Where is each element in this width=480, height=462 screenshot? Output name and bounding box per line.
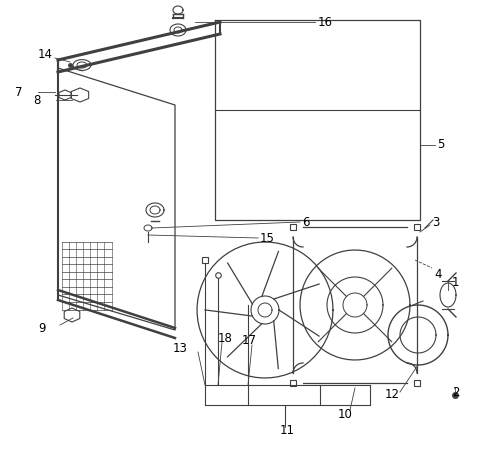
Text: 14: 14 bbox=[38, 49, 53, 61]
Text: 15: 15 bbox=[260, 231, 275, 244]
Text: 1: 1 bbox=[452, 275, 459, 288]
Text: 3: 3 bbox=[432, 215, 439, 229]
Text: 12: 12 bbox=[385, 389, 400, 401]
Text: 18: 18 bbox=[218, 332, 233, 345]
Text: 9: 9 bbox=[38, 322, 46, 334]
Text: 5: 5 bbox=[437, 139, 444, 152]
Text: 17: 17 bbox=[242, 334, 257, 346]
Text: 4: 4 bbox=[434, 268, 442, 281]
Text: 7: 7 bbox=[15, 85, 23, 98]
Text: 2: 2 bbox=[452, 385, 459, 399]
Text: 13: 13 bbox=[173, 341, 188, 354]
Text: 6: 6 bbox=[302, 215, 310, 229]
Text: 10: 10 bbox=[338, 408, 353, 421]
Text: 8: 8 bbox=[33, 93, 40, 107]
Text: 16: 16 bbox=[318, 16, 333, 29]
Text: 11: 11 bbox=[280, 424, 295, 437]
